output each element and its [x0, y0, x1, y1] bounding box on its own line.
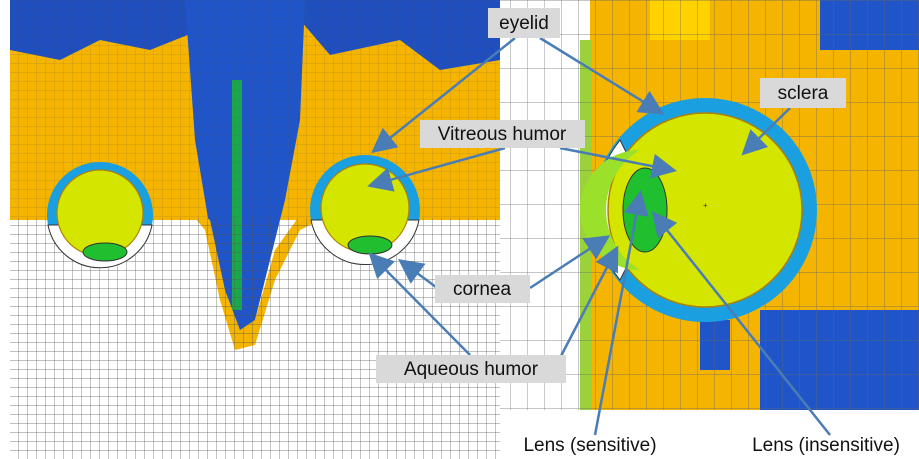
arrows — [367, 36, 831, 436]
label: sclera — [778, 83, 829, 104]
label-box — [435, 275, 530, 303]
left-phantom — [10, 0, 500, 459]
label: Lens (insensitive) — [752, 435, 900, 456]
right-phantom: + — [500, 0, 919, 410]
label-box — [488, 8, 560, 38]
label: eyelid — [499, 13, 549, 34]
label: Vitreous humor — [438, 124, 567, 145]
label: Lens (sensitive) — [523, 435, 656, 456]
svg-text:+: + — [703, 201, 708, 210]
label-box — [420, 120, 585, 148]
label: cornea — [453, 279, 512, 300]
label-box — [760, 78, 846, 108]
label: Aqueous humor — [404, 359, 539, 380]
label-box — [376, 355, 566, 383]
